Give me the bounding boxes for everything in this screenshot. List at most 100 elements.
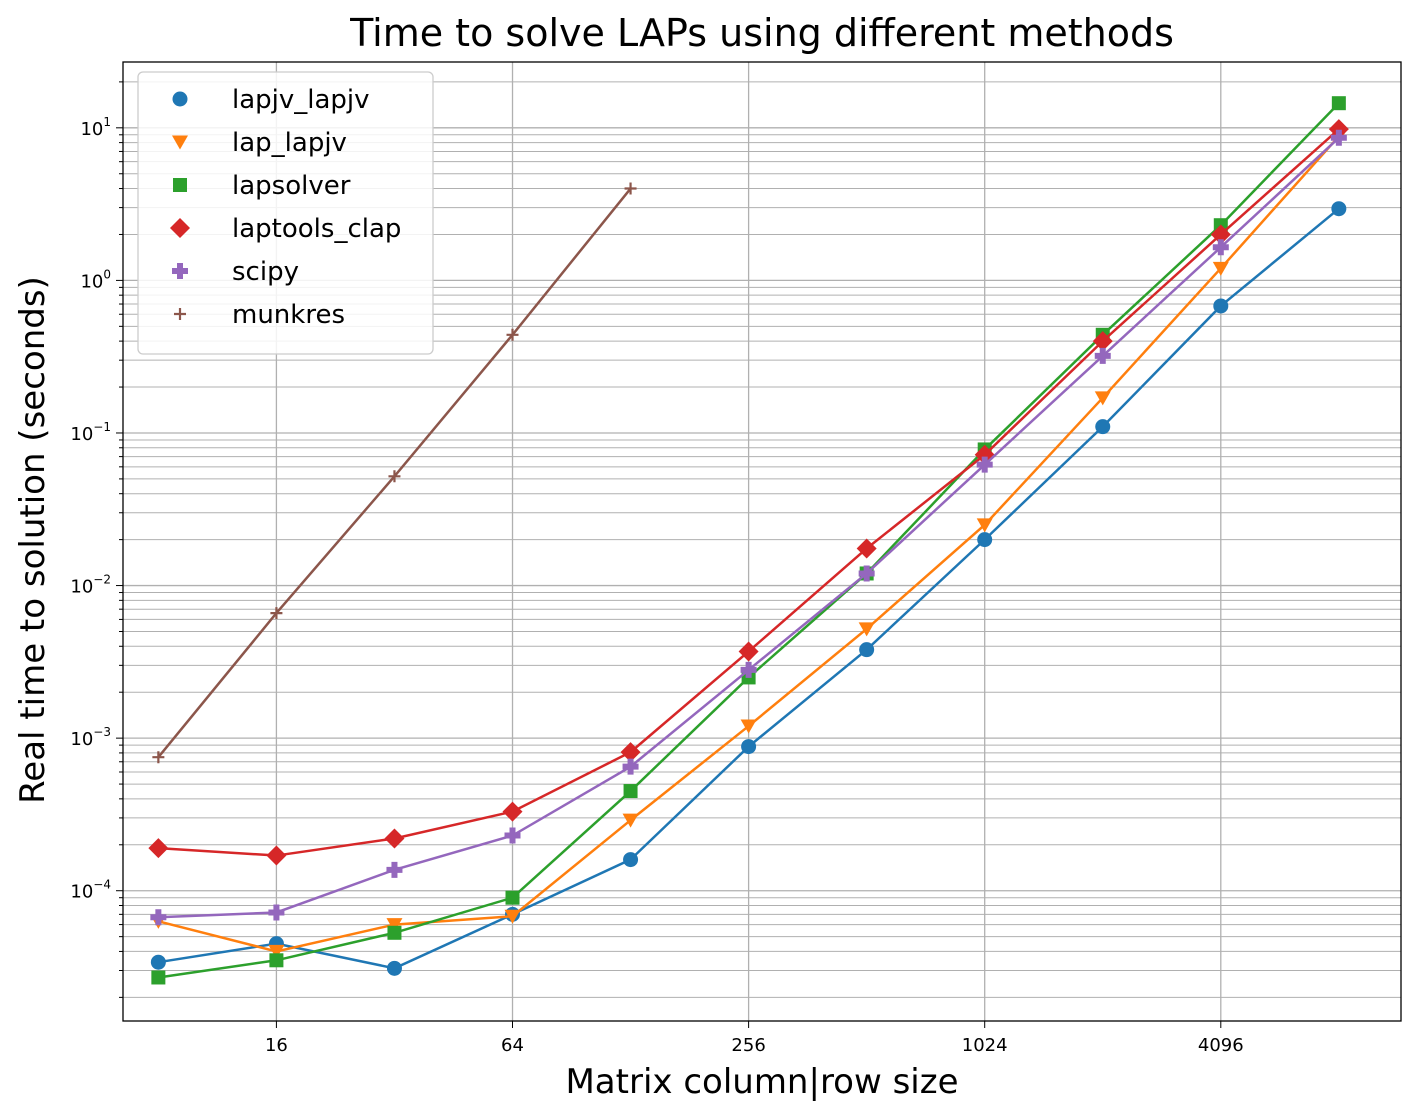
point-plus-thin bbox=[270, 607, 283, 620]
point-diamond bbox=[266, 845, 287, 866]
point-square bbox=[269, 953, 284, 968]
point-square bbox=[173, 178, 187, 192]
point-square bbox=[387, 925, 402, 940]
point-plus-thin bbox=[624, 182, 637, 195]
y-axis-label: Real time to solution (seconds) bbox=[13, 276, 53, 804]
point-diamond bbox=[620, 742, 641, 763]
legend-entry: munkres bbox=[174, 300, 345, 330]
point-circle bbox=[623, 852, 639, 868]
legend-label: munkres bbox=[232, 300, 345, 330]
point-diamond bbox=[1210, 224, 1231, 245]
point-plus-thin bbox=[174, 308, 186, 320]
point-plus bbox=[268, 904, 285, 921]
y-tick-base: 10 bbox=[70, 729, 93, 750]
point-diamond bbox=[502, 801, 523, 822]
x-tick-label: 16 bbox=[265, 1035, 288, 1056]
x-tick-label: 64 bbox=[501, 1035, 524, 1056]
point-plus bbox=[1330, 129, 1347, 146]
x-tick-label: 4096 bbox=[1198, 1035, 1244, 1056]
point-diamond bbox=[170, 218, 190, 238]
chart-title: Time to solve LAPs using different metho… bbox=[349, 11, 1174, 55]
legend-entry: scipy bbox=[172, 257, 299, 287]
point-circle bbox=[977, 532, 993, 548]
x-tick-label: 1024 bbox=[962, 1035, 1008, 1056]
point-plus bbox=[976, 456, 993, 473]
y-tick-base: 10 bbox=[70, 882, 93, 903]
point-square bbox=[151, 970, 166, 985]
point-plus bbox=[150, 909, 167, 926]
point-square bbox=[505, 890, 520, 905]
point-diamond bbox=[1092, 331, 1113, 352]
point-triangle bbox=[268, 944, 285, 959]
point-circle bbox=[150, 954, 166, 970]
point-circle bbox=[1213, 298, 1229, 314]
y-tick-base: 10 bbox=[70, 577, 93, 598]
series-scipy bbox=[150, 129, 1347, 926]
plot-frame bbox=[122, 61, 1402, 1022]
point-circle bbox=[386, 960, 402, 976]
point-triangle bbox=[386, 918, 403, 933]
point-plus bbox=[386, 861, 403, 878]
y-tick-exponent: −3 bbox=[93, 725, 111, 739]
legend-entry: lapjv_lapjv bbox=[172, 85, 370, 115]
point-circle bbox=[1331, 201, 1347, 217]
point-plus-thin bbox=[506, 328, 519, 341]
series-group bbox=[148, 96, 1349, 985]
y-tick-exponent: 1 bbox=[103, 115, 111, 129]
point-triangle bbox=[1094, 391, 1111, 406]
point-square bbox=[623, 784, 638, 799]
point-plus bbox=[172, 263, 188, 279]
x-tick-label: 256 bbox=[731, 1035, 765, 1056]
series-lapjv_lapjv bbox=[150, 201, 1347, 976]
y-tick-label: 101 bbox=[80, 115, 111, 140]
legend-label: lapsolver bbox=[232, 171, 351, 201]
point-diamond bbox=[384, 828, 405, 849]
point-diamond bbox=[856, 538, 877, 559]
point-triangle bbox=[740, 719, 757, 734]
point-triangle bbox=[172, 135, 188, 150]
point-triangle bbox=[858, 622, 875, 637]
y-tick-base: 10 bbox=[80, 119, 103, 140]
point-plus bbox=[504, 827, 521, 844]
point-triangle bbox=[504, 909, 521, 924]
legend-entry: lapsolver bbox=[173, 171, 351, 201]
point-diamond bbox=[1328, 119, 1349, 140]
point-square bbox=[1331, 96, 1346, 111]
legend: lapjv_lapjv lap_lapjv lapsolver laptools_cl… bbox=[137, 71, 434, 355]
point-plus-thin bbox=[152, 751, 165, 764]
legend-box bbox=[137, 71, 434, 355]
legend-label: laptools_clap bbox=[232, 214, 401, 244]
legend-entry: lap_lapjv bbox=[172, 128, 347, 158]
y-tick-base: 10 bbox=[70, 424, 93, 445]
y-tick-exponent: 0 bbox=[103, 267, 111, 281]
point-diamond bbox=[148, 838, 169, 859]
point-plus bbox=[1094, 347, 1111, 364]
legend-label: lapjv_lapjv bbox=[232, 85, 370, 115]
y-tick-base: 10 bbox=[80, 271, 103, 292]
point-triangle bbox=[622, 813, 639, 828]
point-circle bbox=[1095, 419, 1111, 435]
y-tick-exponent: −4 bbox=[93, 878, 111, 892]
y-tick-label: 10−1 bbox=[70, 420, 111, 445]
point-circle bbox=[741, 739, 757, 755]
y-tick-exponent: −1 bbox=[93, 420, 111, 434]
point-circle bbox=[859, 642, 875, 658]
point-plus bbox=[740, 661, 757, 678]
y-tick-label: 10−2 bbox=[70, 573, 111, 598]
point-plus bbox=[622, 758, 639, 775]
legend-label: lap_lapjv bbox=[232, 128, 347, 158]
point-triangle bbox=[976, 518, 993, 533]
y-tick-label: 10−4 bbox=[70, 878, 111, 903]
point-diamond bbox=[738, 641, 759, 662]
y-tick-exponent: −2 bbox=[93, 573, 111, 587]
point-plus bbox=[1212, 239, 1229, 256]
point-plus bbox=[858, 565, 875, 582]
x-axis-label: Matrix column|row size bbox=[565, 1062, 958, 1102]
point-plus-thin bbox=[388, 470, 401, 483]
series-munkres bbox=[152, 182, 637, 764]
point-circle bbox=[172, 91, 188, 107]
legend-label: scipy bbox=[232, 257, 299, 287]
y-tick-label: 100 bbox=[80, 267, 111, 292]
